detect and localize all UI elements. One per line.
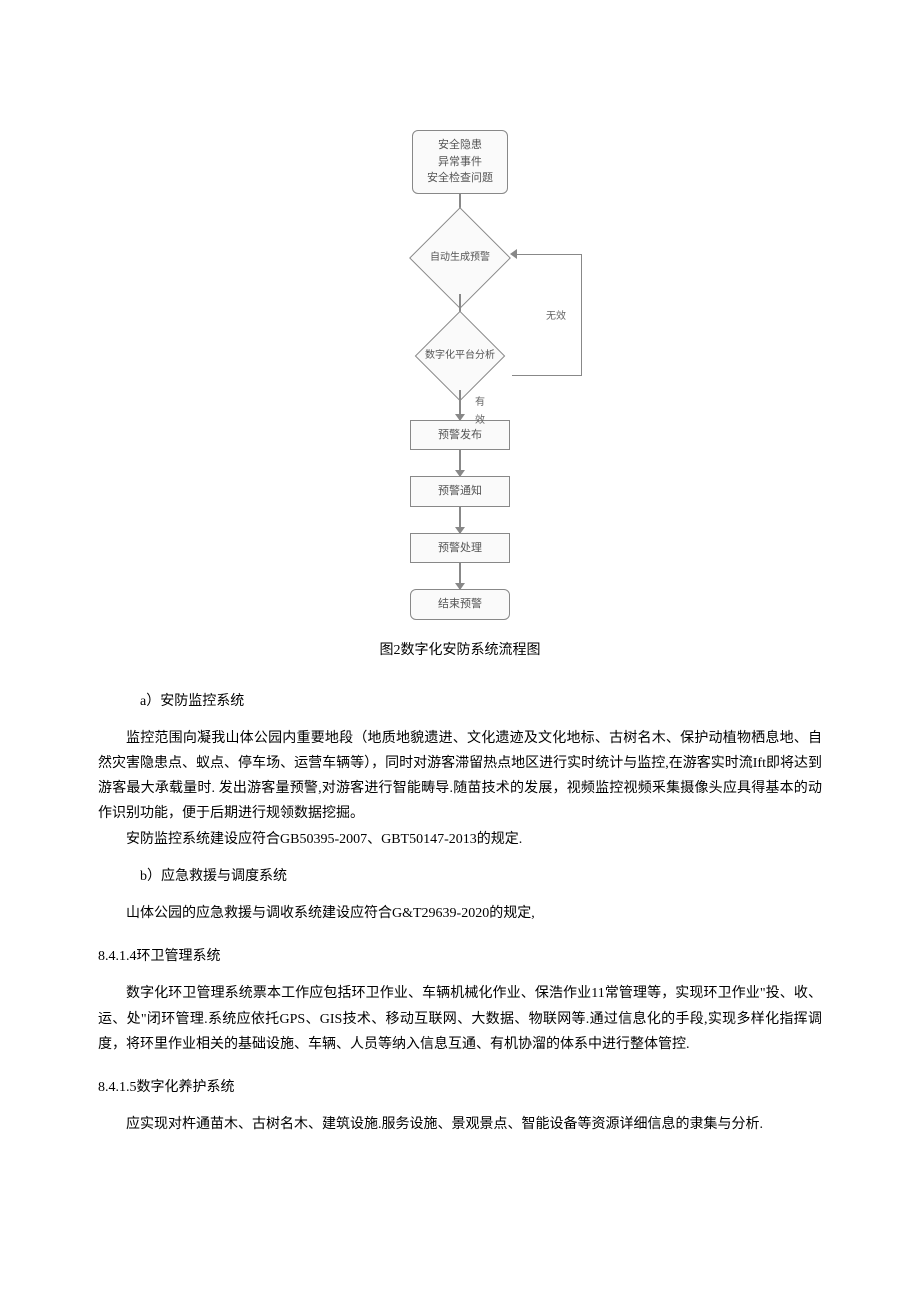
flow-node-publish: 预警发布 [410, 420, 510, 451]
flow-node-handle: 预警处理 [410, 533, 510, 564]
flow-arrow [459, 450, 461, 476]
flow-node-start: 安全隐患 异常事件 安全检查问题 [412, 130, 508, 194]
figure-caption: 图2数字化安防系统流程图 [98, 638, 822, 663]
heading-8415: 8.4.1.5数字化养护系统 [98, 1075, 822, 1100]
node-text: 预警处理 [438, 542, 482, 554]
section-a-p1: 监控范围向凝我山体公园内重要地段（地质地貌遗进、文化遗迹及文化地标、古树名木、保… [98, 726, 822, 827]
flow-node-decision-1: 自动生成预警 [410, 228, 510, 288]
flow-node-decision-2: 数字化平台分析 无效 [410, 326, 510, 386]
section-a-label: a）安防监控系统 [140, 689, 822, 714]
section-b-p1: 山体公园的应急救援与调收系统建设应符合G&T29639-2020的规定, [98, 901, 822, 926]
flow-arrow [459, 563, 461, 589]
flow-feedback-line [512, 254, 582, 376]
section-8414-p1: 数字化环卫管理系统票本工作应包括环卫作业、车辆机械化作业、保浩作业11常管理等，… [98, 981, 822, 1057]
flow-node-end: 结束预警 [410, 589, 510, 620]
node-text: 预警通知 [438, 485, 482, 497]
node-text: 异常事件 [427, 154, 493, 171]
node-text: 结束预警 [438, 598, 482, 610]
heading-8414: 8.4.1.4环卫管理系统 [98, 944, 822, 969]
flow-node-notify: 预警通知 [410, 476, 510, 507]
section-8415-p1: 应实现对杵通苗木、古树名木、建筑设施.服务设施、景观景点、智能设备等资源详细信息… [98, 1112, 822, 1137]
section-b-label: b）应急救援与调度系统 [140, 864, 822, 889]
flowchart-figure: 安全隐患 异常事件 安全检查问题 自动生成预警 数字化平台分析 无效 有效 预警… [290, 130, 630, 620]
node-text: 自动生成预警 [430, 251, 490, 264]
flow-arrow [459, 390, 461, 420]
flow-feedback-arrowhead [510, 249, 517, 259]
node-text: 安全检查问题 [427, 170, 493, 187]
flow-arrow [459, 507, 461, 533]
section-a-p2: 安防监控系统建设应符合GB50395-2007、GBT50147-2013的规定… [98, 827, 822, 852]
node-text: 预警发布 [438, 429, 482, 441]
node-text: 数字化平台分析 [425, 349, 495, 362]
node-text: 安全隐患 [427, 137, 493, 154]
flow-label-valid: 有效 [475, 394, 485, 430]
